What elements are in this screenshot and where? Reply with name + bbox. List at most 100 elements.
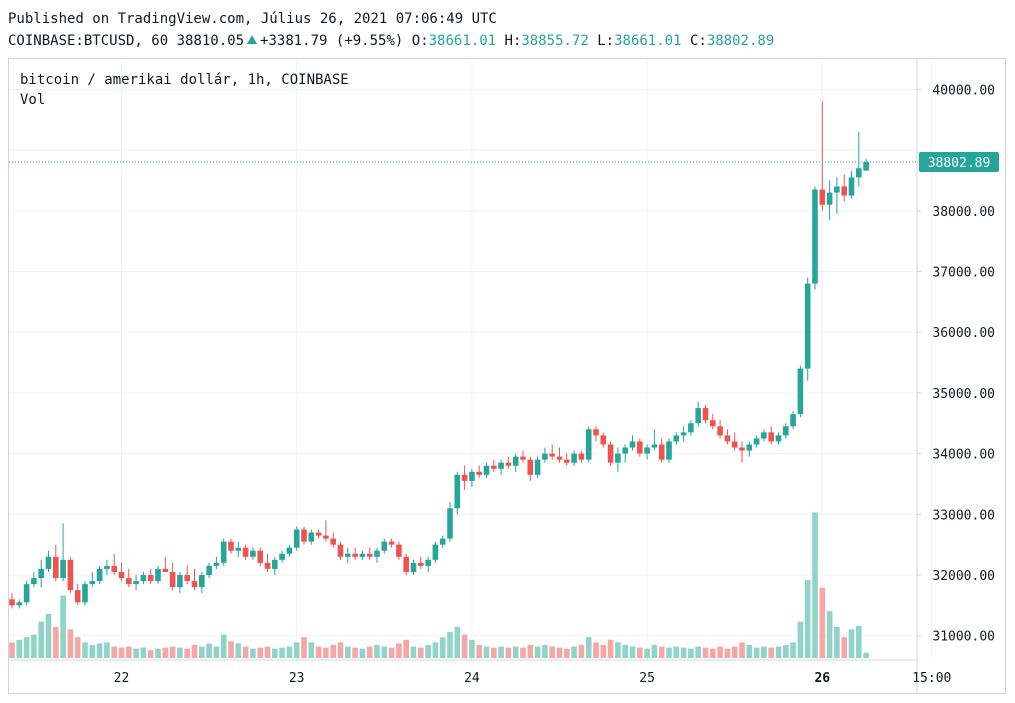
- candle-body: [177, 575, 183, 588]
- volume-bar: [169, 646, 176, 658]
- volume-bar: [520, 647, 526, 658]
- candle-body: [607, 444, 614, 463]
- volume-bar: [140, 647, 147, 658]
- volume-bar: [74, 637, 81, 658]
- published-text: Published on TradingView.com, Július 26,…: [8, 11, 497, 27]
- candle-body: [272, 559, 278, 569]
- volume-bar: [717, 646, 723, 658]
- x-tick-label: 23: [289, 671, 305, 686]
- candle-body: [9, 599, 15, 606]
- candle-body: [184, 575, 190, 582]
- volume-bar: [673, 646, 680, 658]
- volume-bar: [250, 648, 256, 658]
- volume-bar: [330, 645, 336, 658]
- candle-body: [213, 562, 220, 566]
- volume-bar: [410, 646, 417, 658]
- volume-bar: [9, 642, 15, 658]
- candle-body: [366, 553, 373, 557]
- volume-bar: [505, 647, 512, 658]
- candle-body: [31, 578, 37, 585]
- volume-bar: [724, 648, 731, 658]
- candle-body: [695, 408, 701, 424]
- chart-header: Published on TradingView.com, Július 26,…: [8, 8, 774, 52]
- volume-bar: [16, 639, 23, 658]
- candle-body: [666, 441, 672, 460]
- candle-body: [133, 581, 139, 585]
- volume-bar: [812, 512, 818, 658]
- open-label: O:: [411, 33, 429, 49]
- current-price-tag: [919, 152, 999, 173]
- volume-bar: [286, 646, 293, 658]
- volume-bar: [257, 647, 263, 658]
- volume-bar: [797, 621, 804, 658]
- candle-body: [527, 459, 534, 475]
- volume-bar: [67, 629, 74, 658]
- volume-bar: [425, 645, 431, 658]
- candle-body: [425, 559, 431, 566]
- candle-body: [520, 456, 526, 460]
- candle-body: [16, 602, 23, 606]
- volume-bar: [585, 637, 592, 658]
- volume-bar: [352, 647, 358, 658]
- volume-bar: [783, 645, 789, 658]
- volume-bar: [126, 646, 132, 658]
- candle-body: [74, 590, 81, 603]
- candle-body: [534, 459, 541, 475]
- candle-body: [556, 456, 563, 460]
- candle-body: [242, 547, 249, 557]
- candle-body: [863, 162, 869, 171]
- candle-body: [812, 189, 818, 284]
- candle-body: [724, 435, 731, 442]
- candle-body: [388, 541, 395, 545]
- candle-body: [82, 584, 88, 603]
- candle-body: [308, 532, 315, 542]
- candle-body: [615, 453, 621, 463]
- volume-bar: [856, 625, 862, 658]
- candle-body: [330, 538, 336, 545]
- candle-body: [753, 438, 760, 445]
- candle-body: [542, 453, 548, 460]
- candle-body: [403, 556, 409, 572]
- volume-bar: [199, 646, 205, 658]
- candle-body: [819, 189, 826, 205]
- volume-bar: [622, 645, 628, 658]
- candle-body: [206, 565, 212, 576]
- candle-body: [235, 547, 242, 551]
- volume-bar: [366, 646, 373, 658]
- x-tick-label: 22: [114, 671, 130, 686]
- volume-bar: [491, 647, 497, 658]
- candle-body: [293, 529, 300, 548]
- volume-bar: [746, 645, 753, 658]
- volume-bar: [695, 646, 701, 658]
- volume-bar: [615, 642, 621, 658]
- candle-body: [155, 568, 161, 582]
- price-change: +3381.79 (+9.55%): [260, 33, 404, 49]
- candle-body: [783, 426, 789, 436]
- candle-body: [345, 553, 351, 557]
- candle-body: [147, 575, 154, 582]
- volume-bar: [666, 647, 672, 658]
- high-value: 38855.72: [521, 33, 589, 49]
- low-label: L:: [597, 33, 615, 49]
- volume-bar: [242, 646, 249, 658]
- volume-bar: [863, 652, 869, 658]
- candle-body: [359, 553, 366, 557]
- candle-body: [476, 471, 482, 475]
- volume-bar: [147, 650, 154, 658]
- candle-body: [257, 550, 263, 563]
- volume-bar: [534, 646, 541, 658]
- x-tick-label: 26: [814, 671, 830, 686]
- volume-bar: [38, 621, 44, 658]
- volume-bar: [31, 634, 37, 658]
- volume-bar: [710, 648, 716, 658]
- x-tick-label: 15:00: [912, 671, 951, 686]
- volume-bar: [564, 648, 570, 658]
- volume-bar: [761, 646, 767, 658]
- candle-body: [374, 550, 380, 557]
- volume-bar: [381, 646, 388, 658]
- candle-body: [746, 444, 753, 451]
- volume-bar: [848, 629, 855, 658]
- candle-body: [315, 532, 322, 536]
- candle-body: [768, 432, 774, 442]
